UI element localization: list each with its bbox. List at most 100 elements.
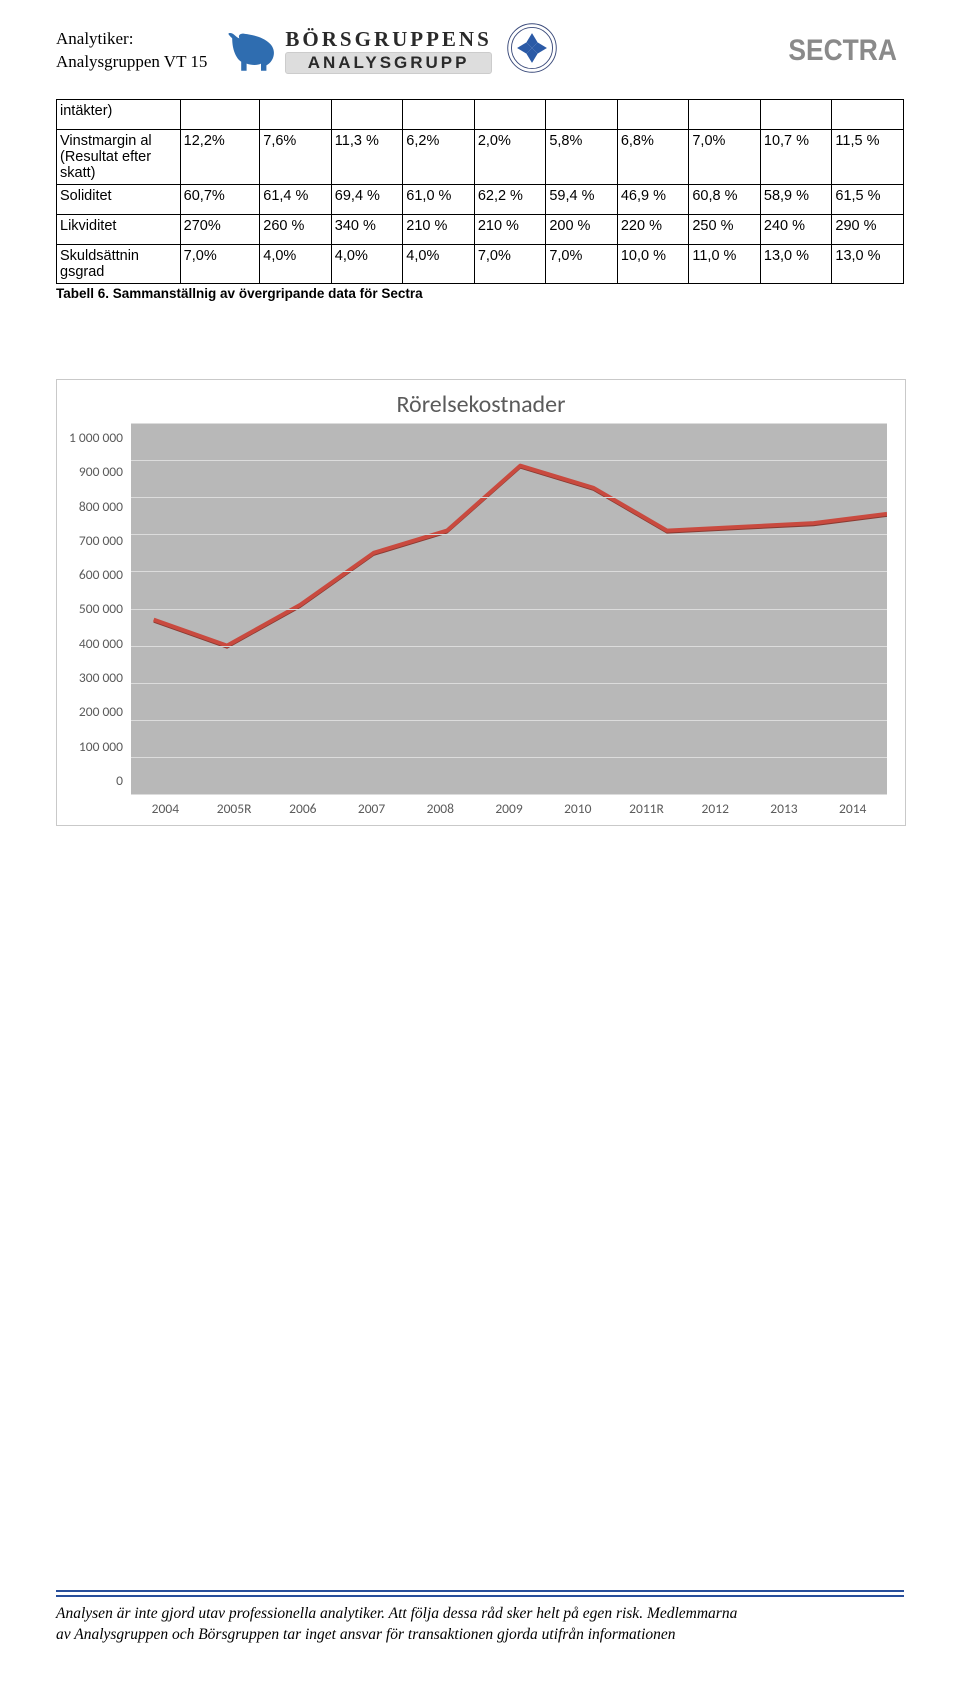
cell xyxy=(832,100,904,130)
cell: 7,0% xyxy=(180,245,260,284)
grid-line xyxy=(131,757,887,758)
cell xyxy=(546,100,618,130)
cell: 340 % xyxy=(331,215,403,245)
y-tick-label: 100 000 xyxy=(79,738,123,755)
cell: 290 % xyxy=(832,215,904,245)
cell: 4,0% xyxy=(331,245,403,284)
footer-line-2: av Analysgruppen och Börsgruppen tar ing… xyxy=(56,1624,904,1646)
y-tick-label: 200 000 xyxy=(79,703,123,720)
y-tick-label: 800 000 xyxy=(79,498,123,515)
x-tick-label: 2005R xyxy=(200,800,269,817)
line-chart: Rörelsekostnader 1 000 000 900 000 800 000… xyxy=(56,379,906,826)
chart-x-axis: 20042005R200620072008200920102011R201220… xyxy=(131,794,887,817)
footer-rule-top xyxy=(56,1590,904,1592)
x-tick-label: 2008 xyxy=(406,800,475,817)
x-tick-label: 2010 xyxy=(543,800,612,817)
cell: 11,0 % xyxy=(689,245,761,284)
cell: 6,2% xyxy=(403,130,475,185)
cell: 270% xyxy=(180,215,260,245)
cell: 58,9 % xyxy=(760,185,832,215)
grid-line xyxy=(131,794,887,795)
grid-line xyxy=(131,720,887,721)
cell: 60,8 % xyxy=(689,185,761,215)
cell xyxy=(689,100,761,130)
x-tick-label: 2014 xyxy=(818,800,887,817)
page: Analytiker: Analysgruppen VT 15 BÖRSGRUP… xyxy=(0,0,960,1696)
borsgruppens-bottom: ANALYSGRUPP xyxy=(285,52,491,74)
sectra-logo: SECTRA xyxy=(788,34,897,68)
cell: 210 % xyxy=(474,215,546,245)
table-row: Skuldsättnin gsgrad7,0%4,0%4,0%4,0%7,0%7… xyxy=(57,245,904,284)
y-tick-label: 500 000 xyxy=(79,600,123,617)
grid-line xyxy=(131,423,887,424)
table-row: Soliditet60,7%61,4 %69,4 %61,0 %62,2 %59… xyxy=(57,185,904,215)
cell: 12,2% xyxy=(180,130,260,185)
table-row: intäkter) xyxy=(57,100,904,130)
chart-body: 1 000 000900 000800 000700 000600 000500… xyxy=(57,423,905,825)
cell: 210 % xyxy=(403,215,475,245)
table-caption: Tabell 6. Sammanställnig av övergripande… xyxy=(56,286,904,301)
cell: 59,4 % xyxy=(546,185,618,215)
chart-title: Rörelsekostnader xyxy=(57,380,905,423)
cell: 61,4 % xyxy=(260,185,332,215)
row-label: intäkter) xyxy=(57,100,181,130)
cell: 7,6% xyxy=(260,130,332,185)
cell: 250 % xyxy=(689,215,761,245)
grid-line xyxy=(131,460,887,461)
cell: 10,0 % xyxy=(617,245,689,284)
grid-line xyxy=(131,571,887,572)
header-text: Analytiker: Analysgruppen VT 15 xyxy=(56,28,207,74)
grid-line xyxy=(131,646,887,647)
bull-icon xyxy=(225,31,279,71)
y-tick-label: 0 xyxy=(116,772,123,789)
cell xyxy=(474,100,546,130)
cell: 61,0 % xyxy=(403,185,475,215)
x-tick-label: 2006 xyxy=(268,800,337,817)
cell: 10,7 % xyxy=(760,130,832,185)
data-table: intäkter)Vinstmargin al (Resultat efter … xyxy=(56,99,904,284)
chart-plot-column: 20042005R200620072008200920102011R201220… xyxy=(123,423,887,817)
cell xyxy=(403,100,475,130)
analytiker-label: Analytiker: xyxy=(56,28,207,51)
y-tick-label: 600 000 xyxy=(79,566,123,583)
cell xyxy=(760,100,832,130)
x-tick-label: 2007 xyxy=(337,800,406,817)
cell: 61,5 % xyxy=(832,185,904,215)
chart-y-axis: 1 000 000900 000800 000700 000600 000500… xyxy=(69,423,123,783)
row-label: Soliditet xyxy=(57,185,181,215)
y-tick-label: 900 000 xyxy=(79,463,123,480)
y-tick-label: 1 000 000 xyxy=(69,429,123,446)
cell: 13,0 % xyxy=(832,245,904,284)
table-row: Vinstmargin al (Resultat efter skatt)12,… xyxy=(57,130,904,185)
footer-text: Analysen är inte gjord utav professionel… xyxy=(56,1597,904,1652)
x-tick-label: 2009 xyxy=(475,800,544,817)
cell: 60,7% xyxy=(180,185,260,215)
page-footer: Analysen är inte gjord utav professionel… xyxy=(56,1590,904,1652)
x-tick-label: 2013 xyxy=(750,800,819,817)
cell: 69,4 % xyxy=(331,185,403,215)
x-tick-label: 2012 xyxy=(681,800,750,817)
row-label: Skuldsättnin gsgrad xyxy=(57,245,181,284)
cell: 5,8% xyxy=(546,130,618,185)
cell: 200 % xyxy=(546,215,618,245)
y-tick-label: 400 000 xyxy=(79,635,123,652)
cell: 46,9 % xyxy=(617,185,689,215)
x-tick-label: 2004 xyxy=(131,800,200,817)
cell: 11,3 % xyxy=(331,130,403,185)
cell: 4,0% xyxy=(260,245,332,284)
grid-line xyxy=(131,534,887,535)
cell: 2,0% xyxy=(474,130,546,185)
row-label: Vinstmargin al (Resultat efter skatt) xyxy=(57,130,181,185)
borsgruppens-top: BÖRSGRUPPENS xyxy=(285,27,491,52)
borsgruppens-logo: BÖRSGRUPPENS ANALYSGRUPP xyxy=(285,27,491,74)
cell: 4,0% xyxy=(403,245,475,284)
cell: 7,0% xyxy=(474,245,546,284)
cell xyxy=(180,100,260,130)
cell xyxy=(617,100,689,130)
cell: 7,0% xyxy=(689,130,761,185)
cell: 220 % xyxy=(617,215,689,245)
cell: 62,2 % xyxy=(474,185,546,215)
cell xyxy=(331,100,403,130)
university-seal-icon xyxy=(504,20,560,81)
cell xyxy=(260,100,332,130)
